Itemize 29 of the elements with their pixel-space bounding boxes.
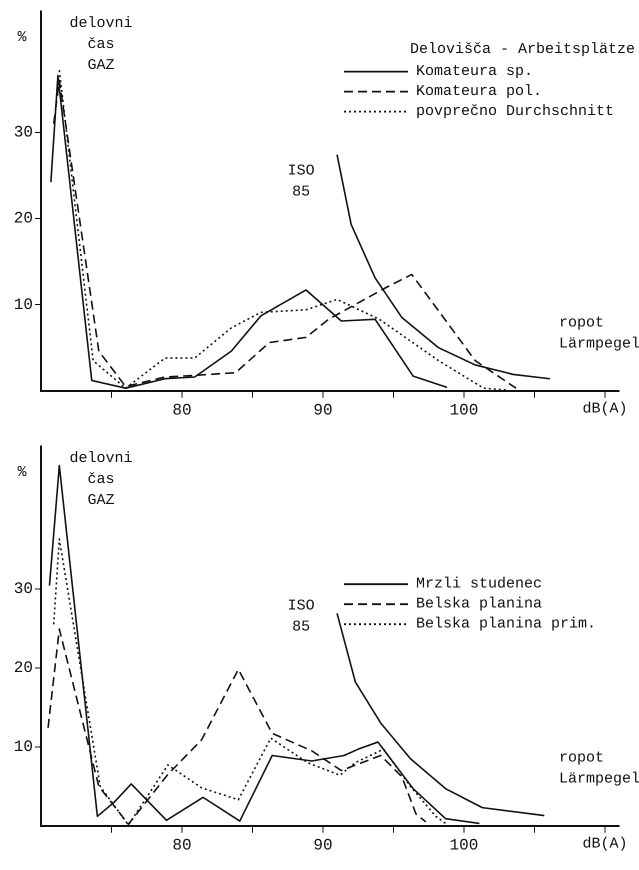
annotation: ropot Lärmpegel: [559, 749, 639, 788]
x-tick-label: 90: [313, 836, 333, 855]
annotation: ISO 85: [288, 598, 315, 636]
legend-label: Komateura sp.: [416, 63, 534, 80]
annotation: delovni čas GAZ: [69, 450, 133, 510]
legend-label: Mrzli studenec: [416, 576, 542, 593]
x-axis-title: dB(A): [582, 400, 628, 418]
legend-label: Belska planina prim.: [416, 616, 596, 633]
legend-label: Komateura pol.: [416, 83, 542, 100]
x-tick-label: 100: [450, 836, 478, 855]
x-tick-label: 80: [172, 836, 192, 855]
x-axis-title: dB(A): [582, 835, 628, 852]
annotation: delovni čas GAZ: [69, 15, 133, 74]
legend-label: povprečno Durchschnitt: [416, 103, 614, 120]
annotation: ISO 85: [288, 162, 315, 201]
y-tick-label: 20: [14, 659, 33, 678]
x-tick-label: 100: [450, 402, 478, 420]
x-tick-label: 80: [172, 402, 192, 420]
legend-label: Belska planina: [416, 596, 542, 613]
y-tick-label: 20: [14, 210, 33, 228]
legend-title: Delovišča - Arbeitsplätze: [410, 41, 635, 58]
y-tick-label: 10: [14, 738, 33, 756]
y-axis-title: %: [17, 464, 28, 482]
x-tick-label: 90: [313, 402, 333, 420]
y-axis-title: %: [17, 29, 28, 46]
y-tick-label: 30: [14, 123, 33, 142]
y-tick-label: 10: [14, 296, 33, 314]
annotation: ropot Lärmpegel: [559, 314, 639, 352]
y-tick-label: 30: [14, 580, 33, 598]
